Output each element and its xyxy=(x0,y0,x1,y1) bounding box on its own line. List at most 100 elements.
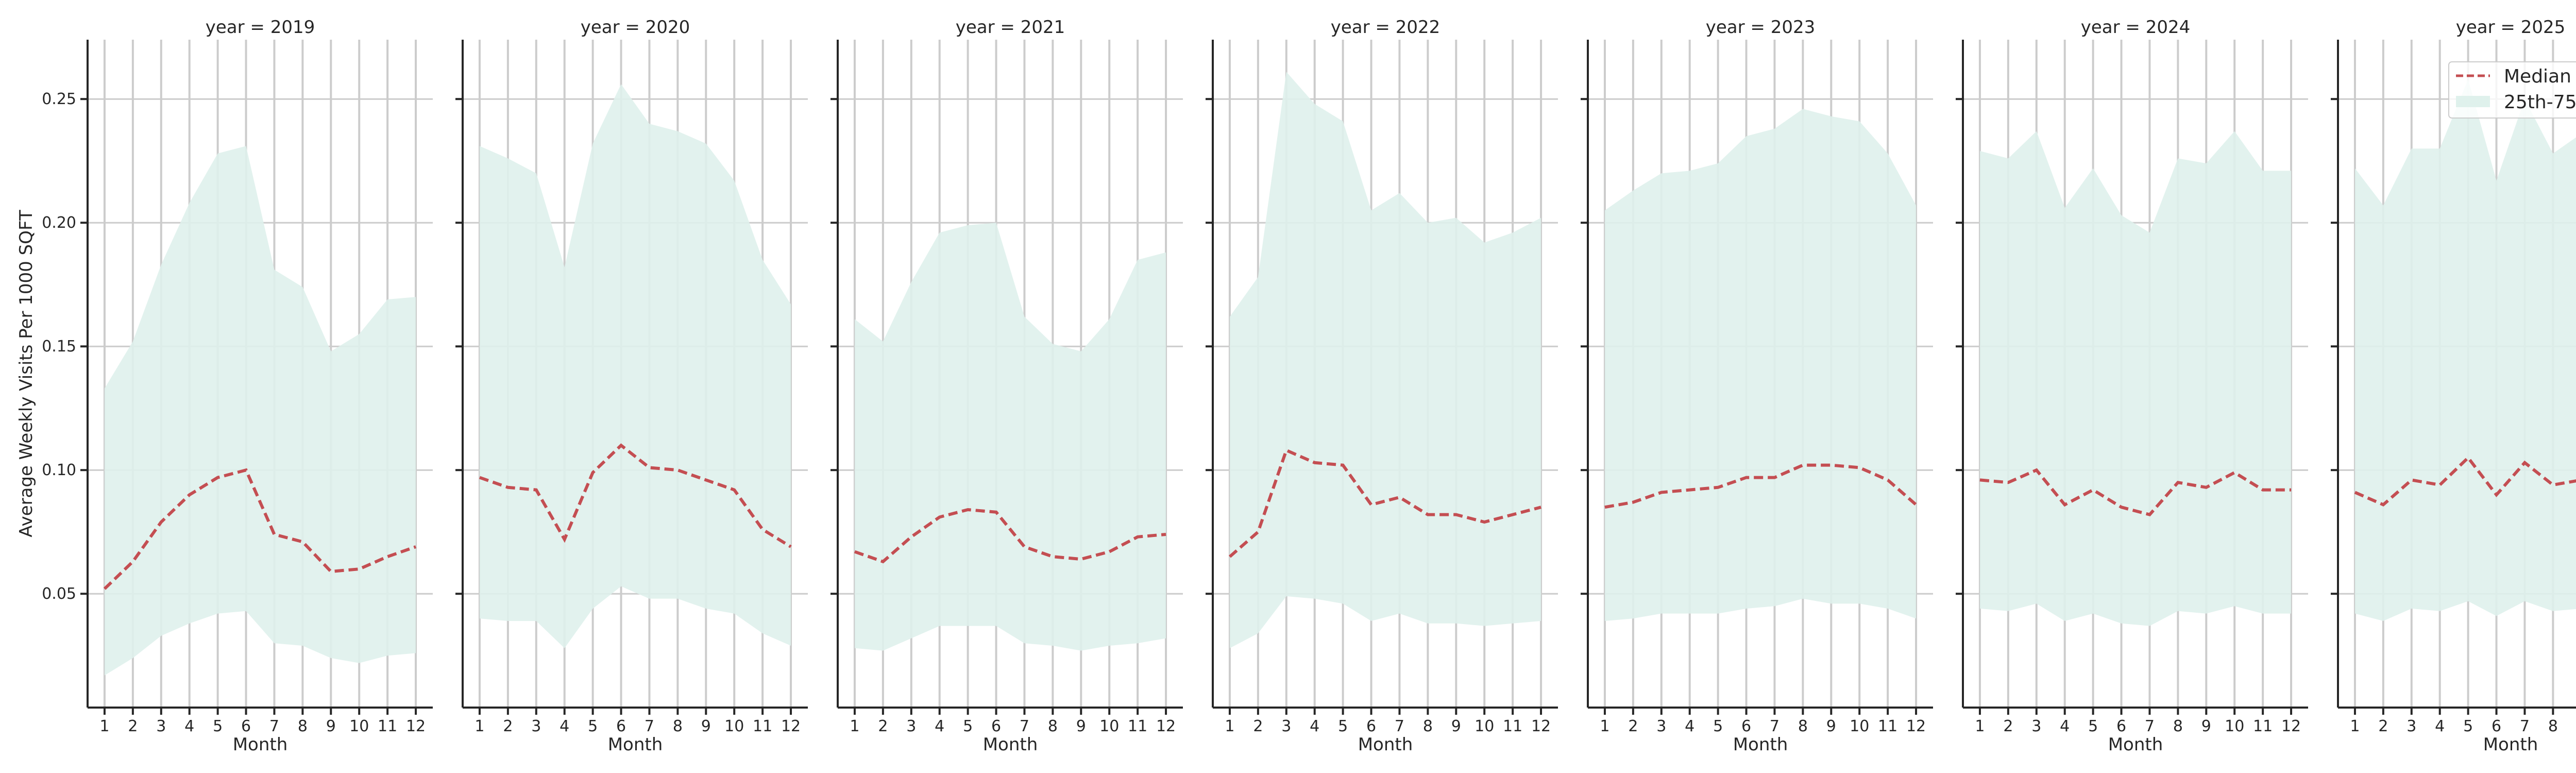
x-tick-label: 1 xyxy=(1975,717,1985,735)
panel-title: year = 2021 xyxy=(956,17,1065,38)
x-tick-label: 3 xyxy=(156,717,166,735)
x-tick-label: 9 xyxy=(1076,717,1086,735)
x-tick-label: 9 xyxy=(326,717,336,735)
x-tick-label: 2 xyxy=(503,717,513,735)
panel-2019: 0.050.100.150.200.251 2 3 4 5 6 7 8 9 10 11 12year … xyxy=(16,17,433,755)
x-tick-label: 12 xyxy=(2281,717,2301,735)
x-tick-label: 2 xyxy=(2003,717,2013,735)
percentile-band xyxy=(479,84,791,648)
x-tick-label: 9 xyxy=(1451,717,1461,735)
median-line xyxy=(1228,448,1541,558)
x-tick-label: 1 xyxy=(474,717,484,735)
x-tick-label: 8 xyxy=(2548,717,2558,735)
x-tick-label: 1 xyxy=(1600,717,1609,735)
median-line xyxy=(1604,463,1918,509)
x-axis-label: Month xyxy=(1733,734,1788,755)
y-tick-label: 0.15 xyxy=(42,338,76,356)
x-tick-label: 7 xyxy=(269,717,279,735)
x-tick-label: 3 xyxy=(1656,717,1666,735)
x-axis-label: Month xyxy=(2483,734,2538,755)
x-tick-label: 4 xyxy=(935,717,944,735)
x-tick-label: 12 xyxy=(781,717,801,735)
x-tick-label: 12 xyxy=(1156,717,1176,735)
x-tick-label: 4 xyxy=(560,717,569,735)
x-tick-label: 10 xyxy=(1099,717,1119,735)
x-tick-label: 7 xyxy=(2520,717,2530,735)
x-tick-label: 3 xyxy=(531,717,541,735)
x-tick-label: 8 xyxy=(2173,717,2183,735)
legend-label-median: Median xyxy=(2504,66,2571,87)
x-tick-label: 2 xyxy=(128,717,138,735)
x-tick-label: 12 xyxy=(1531,717,1551,735)
x-tick-label: 4 xyxy=(2060,717,2070,735)
x-tick-label: 11 xyxy=(378,717,397,735)
x-tick-label: 4 xyxy=(1310,717,1319,735)
legend: Median 25th-75th Percentile xyxy=(2448,61,2576,119)
x-tick-label: 1 xyxy=(850,717,859,735)
percentile-band xyxy=(2354,79,2576,621)
x-tick-label: 3 xyxy=(2406,717,2416,735)
x-tick-label: 8 xyxy=(298,717,308,735)
x-tick-label: 3 xyxy=(2031,717,2041,735)
x-tick-label: 8 xyxy=(673,717,683,735)
x-tick-label: 11 xyxy=(1878,717,1897,735)
x-tick-label: 7 xyxy=(2145,717,2155,735)
y-tick-label: 0.10 xyxy=(42,461,76,479)
percentile-band xyxy=(1229,72,1541,648)
percentile-band xyxy=(854,223,1166,651)
x-tick-label: 2 xyxy=(1253,717,1263,735)
x-axis-label: Month xyxy=(233,734,288,755)
percentile-band xyxy=(1979,131,2292,626)
panel-title: year = 2023 xyxy=(1706,17,1815,38)
panel-title: year = 2025 xyxy=(2456,17,2565,38)
x-tick-label: 11 xyxy=(1503,717,1522,735)
x-tick-label: 2 xyxy=(878,717,888,735)
percentile-band xyxy=(1604,109,1917,621)
x-tick-label: 8 xyxy=(1048,717,1058,735)
x-tick-label: 3 xyxy=(1281,717,1291,735)
legend-label-band: 25th-75th Percentile xyxy=(2504,92,2576,113)
x-tick-label: 5 xyxy=(2463,717,2473,735)
x-tick-label: 12 xyxy=(1906,717,1926,735)
panel-title: year = 2022 xyxy=(1331,17,1440,38)
panel-title: year = 2024 xyxy=(2081,17,2190,38)
x-tick-label: 8 xyxy=(1423,717,1433,735)
x-tick-label: 12 xyxy=(406,717,426,735)
x-tick-label: 1 xyxy=(99,717,109,735)
x-axis-label: Month xyxy=(1358,734,1413,755)
median-line xyxy=(854,508,1166,564)
x-tick-label: 1 xyxy=(2350,717,2360,735)
x-tick-label: 5 xyxy=(588,717,598,735)
panel-title: year = 2019 xyxy=(206,17,315,38)
median-line xyxy=(1979,468,2292,516)
x-tick-label: 6 xyxy=(1366,717,1376,735)
x-tick-label: 2 xyxy=(2378,717,2388,735)
x-tick-label: 11 xyxy=(1128,717,1147,735)
x-tick-label: 6 xyxy=(991,717,1001,735)
x-tick-label: 10 xyxy=(2225,717,2244,735)
x-tick-label: 10 xyxy=(1475,717,1494,735)
x-tick-label: 5 xyxy=(2088,717,2098,735)
x-tick-label: 10 xyxy=(349,717,369,735)
panel-title: year = 2020 xyxy=(581,17,690,38)
x-tick-label: 6 xyxy=(616,717,626,735)
x-axis-label: Month xyxy=(983,734,1038,755)
x-tick-label: 5 xyxy=(213,717,223,735)
median-line xyxy=(2354,455,2576,507)
y-tick-label: 0.05 xyxy=(42,585,76,603)
x-tick-label: 4 xyxy=(184,717,194,735)
x-tick-label: 6 xyxy=(2492,717,2501,735)
y-tick-label: 0.25 xyxy=(42,90,76,108)
x-tick-label: 7 xyxy=(645,717,654,735)
x-tick-label: 5 xyxy=(1338,717,1348,735)
x-tick-label: 5 xyxy=(963,717,973,735)
x-tick-label: 9 xyxy=(1826,717,1836,735)
x-tick-label: 11 xyxy=(2253,717,2273,735)
